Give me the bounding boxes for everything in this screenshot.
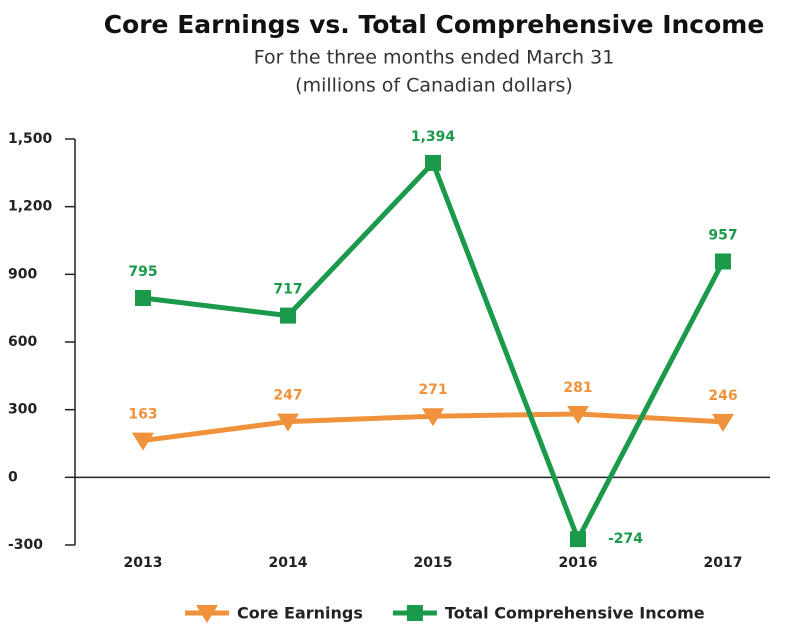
x-tick-label: 2017 [704,555,743,571]
legend-label: Total Comprehensive Income [445,604,705,623]
point [277,413,299,432]
legend-marker [196,605,218,623]
point [280,307,296,324]
legend-label: Core Earnings [237,604,363,623]
value-label: 717 [273,282,302,298]
point [422,408,444,427]
y-tick-label: 1,200 [8,199,53,215]
value-label: 281 [563,380,592,396]
y-tick-label: 0 [8,469,18,485]
x-tick-label: 2016 [559,555,598,571]
point [570,531,586,548]
value-label: 247 [273,388,302,404]
line [142,160,726,542]
value-label: 957 [708,227,737,243]
chart-subtitle: (millions of Canadian dollars) [295,75,573,97]
value-label: -274 [608,531,643,547]
point [425,154,441,171]
value-label: 795 [128,264,157,280]
value-label: 271 [418,382,447,398]
value-label: 163 [128,407,157,423]
point [715,253,731,270]
point [712,413,734,432]
point [567,405,589,424]
y-tick-label: 1,500 [8,131,53,147]
y-tick-label: 600 [8,334,37,350]
value-label: 246 [708,388,737,404]
chart-title: Core Earnings vs. Total Comprehensive In… [104,10,765,39]
point [135,290,151,307]
value-label: 1,394 [411,129,456,145]
legend-marker [406,605,423,621]
point [132,432,154,451]
x-tick-label: 2013 [124,555,163,571]
x-tick-label: 2015 [414,555,453,571]
y-tick-label: -300 [8,537,43,553]
y-tick-label: 900 [8,266,37,282]
chart-subtitle: For the three months ended March 31 [254,47,615,69]
x-tick-label: 2014 [269,555,308,571]
y-tick-label: 300 [8,402,37,418]
